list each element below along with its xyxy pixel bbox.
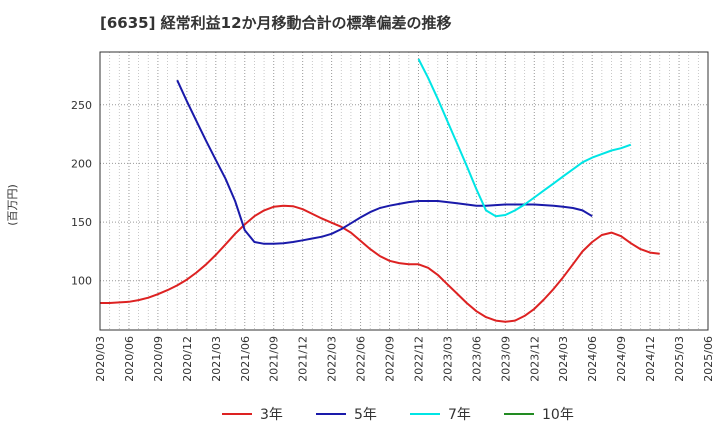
- y-axis-ticks: 100 150 200 250: [71, 99, 92, 288]
- x-tick-label: 2024/06: [586, 336, 599, 382]
- y-tick-label: 150: [71, 216, 92, 229]
- grid: [99, 52, 709, 330]
- legend-label: 5年: [354, 407, 377, 423]
- x-tick-label: 2025/03: [673, 336, 686, 382]
- legend-label: 3年: [260, 407, 283, 423]
- legend: 3年 5年 7年 10年: [222, 407, 574, 423]
- legend-label: 10年: [542, 407, 574, 423]
- y-axis-label: (百万円): [6, 184, 19, 226]
- x-tick-label: 2021/03: [210, 336, 223, 382]
- x-tick-label: 2022/03: [326, 336, 339, 382]
- x-tick-label: 2023/09: [499, 336, 512, 382]
- x-tick-label: 2023/03: [441, 336, 454, 382]
- x-tick-label: 2024/12: [644, 336, 657, 382]
- x-tick-label: 2020/03: [94, 336, 107, 382]
- y-tick-label: 100: [71, 275, 92, 288]
- x-tick-label: 2025/06: [702, 336, 715, 382]
- x-tick-label: 2020/06: [123, 336, 136, 382]
- chart-title: [6635] 経常利益12か月移動合計の標準偏差の推移: [100, 14, 452, 32]
- x-tick-label: 2024/03: [557, 336, 570, 382]
- x-axis-ticks: 2020/03 2020/06 2020/09 2020/12 2021/03 2021/…: [94, 336, 715, 382]
- x-tick-label: 2023/06: [470, 336, 483, 382]
- x-tick-label: 2020/12: [181, 336, 194, 382]
- y-tick-label: 250: [71, 99, 92, 112]
- x-tick-label: 2020/09: [152, 336, 165, 382]
- plot-frame: [99, 51, 709, 331]
- y-tick-label: 200: [71, 157, 92, 170]
- x-tick-label: 2022/12: [412, 336, 425, 382]
- x-tick-label: 2021/09: [268, 336, 281, 382]
- x-tick-label: 2023/12: [528, 336, 541, 382]
- x-tick-label: 2022/09: [384, 336, 397, 382]
- x-tick-label: 2022/06: [355, 336, 368, 382]
- series-line-3年: [100, 204, 660, 323]
- series-lines: [100, 58, 660, 323]
- x-tick-label: 2021/12: [297, 336, 310, 382]
- x-tick-label: 2021/06: [239, 336, 252, 382]
- legend-label: 7年: [448, 407, 471, 423]
- x-tick-label: 2024/09: [615, 336, 628, 382]
- series-line-7年: [417, 58, 632, 218]
